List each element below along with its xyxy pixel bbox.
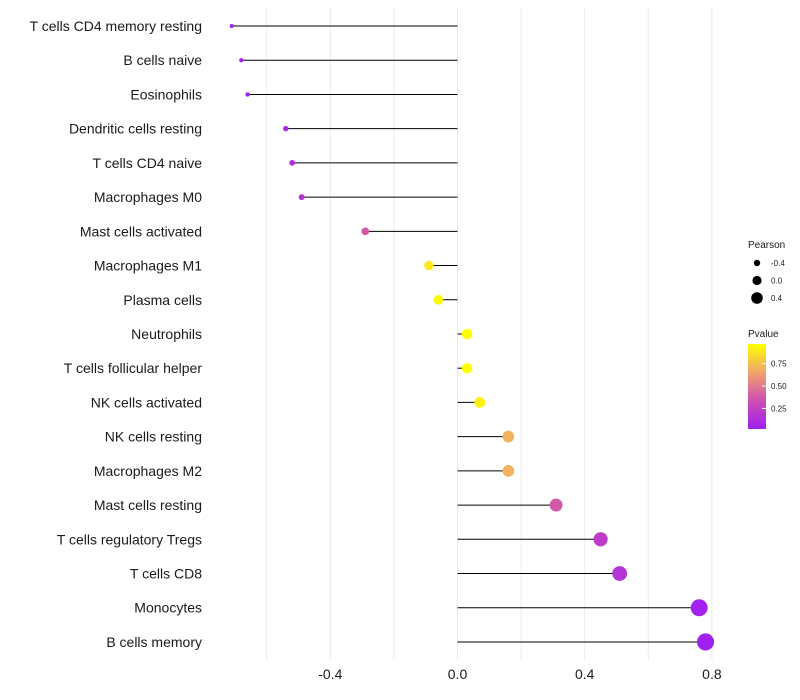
- x-tick-label: 0.8: [702, 666, 722, 682]
- grid-lines: [266, 8, 713, 660]
- category-label: Dendritic cells resting: [69, 121, 202, 137]
- category-label: Plasma cells: [123, 292, 202, 308]
- category-label: B cells naive: [123, 52, 202, 68]
- lollipop-point: [424, 260, 434, 271]
- lollipop-point: [361, 227, 370, 236]
- color-legend: Pvalue 0.25 0.50 0.75: [748, 329, 787, 429]
- color-legend-title: Pvalue: [748, 329, 779, 340]
- category-label: Macrophages M0: [94, 189, 202, 205]
- lollipop-point: [239, 58, 244, 63]
- size-legend-label: 0.0: [771, 277, 783, 286]
- category-label: Neutrophils: [131, 326, 202, 342]
- x-tick-label: -0.4: [318, 666, 342, 682]
- category-label: Mast cells resting: [94, 497, 202, 513]
- category-label: T cells regulatory Tregs: [57, 531, 202, 547]
- category-label: T cells follicular helper: [64, 360, 203, 376]
- size-legend-title: Pearson: [748, 240, 785, 251]
- category-label: T cells CD4 memory resting: [30, 18, 202, 34]
- x-tick-label: 0.0: [448, 666, 468, 682]
- lollipop-point: [461, 328, 473, 340]
- lollipop-point: [474, 396, 486, 408]
- lollipop-point: [433, 294, 444, 305]
- color-legend-label: 0.75: [771, 360, 787, 369]
- size-legend-dot: [751, 292, 763, 304]
- lollipop-point: [283, 125, 289, 132]
- color-legend-label: 0.50: [771, 382, 787, 391]
- size-legend-label: 0.4: [771, 294, 783, 303]
- lollipop-point: [298, 194, 305, 201]
- x-tick-label: 0.4: [575, 666, 595, 682]
- category-label: NK cells activated: [91, 394, 202, 410]
- points: [229, 24, 715, 651]
- category-label: Macrophages M2: [94, 463, 202, 479]
- color-legend-bar: [748, 344, 766, 429]
- size-legend-dot: [753, 259, 761, 267]
- category-labels: T cells CD4 memory resting B cells naive E…: [30, 18, 203, 650]
- x-axis-ticks: -0.4 0.0 0.4 0.8: [318, 666, 722, 682]
- category-label: Mast cells activated: [80, 223, 202, 239]
- category-label: T cells CD4 naive: [93, 155, 203, 171]
- lollipop-point: [461, 362, 473, 374]
- category-label: Eosinophils: [130, 86, 202, 102]
- lollipop-point: [245, 92, 250, 97]
- category-label: Macrophages M1: [94, 258, 202, 274]
- category-label: T cells CD8: [130, 566, 202, 582]
- lollipop-point: [593, 532, 608, 547]
- size-legend-dot: [752, 275, 762, 286]
- category-label: B cells memory: [106, 634, 202, 650]
- category-label: NK cells resting: [105, 429, 202, 445]
- lollipop-point: [696, 633, 715, 651]
- lollipop-point: [549, 498, 563, 512]
- lollipop-point: [502, 465, 515, 477]
- category-label: Monocytes: [134, 600, 202, 616]
- stems: [231, 25, 706, 643]
- lollipop-point: [690, 599, 708, 617]
- lollipop-point: [502, 430, 515, 443]
- size-legend-label: -0.4: [771, 259, 785, 268]
- color-legend-label: 0.25: [771, 404, 787, 413]
- lollipop-point: [229, 24, 234, 28]
- size-legend: Pearson -0.4 0.0 0.4: [748, 240, 785, 304]
- lollipop-point: [612, 566, 628, 581]
- lollipop-point: [289, 160, 295, 166]
